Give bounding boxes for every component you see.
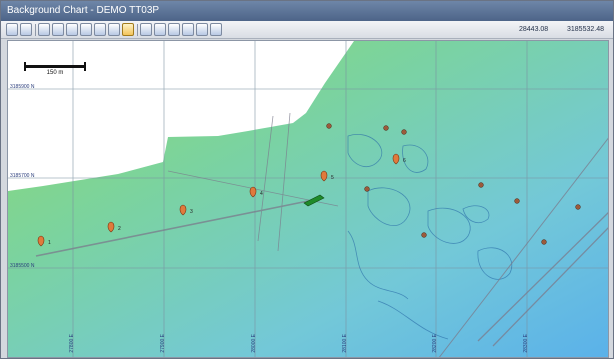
waypoint-pins: 1 2 3 4 5 <box>37 153 406 247</box>
depth-contours <box>347 134 513 340</box>
bathymetry-map[interactable]: 1 2 3 4 5 <box>8 41 609 358</box>
waypoint-pin[interactable]: 2 <box>107 221 121 233</box>
scale-bar-label: 150 m <box>46 70 64 76</box>
easting-label: 28200 E <box>432 334 438 353</box>
easting-label: 27900 E <box>160 334 166 353</box>
sounding-marker <box>478 182 484 188</box>
northing-label: 3185500 N <box>10 263 35 269</box>
easting-label: 28100 E <box>342 334 348 353</box>
waypoint-label: 1 <box>48 240 51 246</box>
help-button[interactable] <box>210 23 222 36</box>
sounding-markers <box>326 123 581 245</box>
waypoint-label: 5 <box>331 175 334 181</box>
toolbar-separator <box>137 24 138 36</box>
layer-button[interactable] <box>52 23 64 36</box>
waypoint-pin[interactable]: 1 <box>37 235 51 247</box>
print-button[interactable] <box>140 23 152 36</box>
sounding-marker <box>421 232 427 238</box>
route-button[interactable] <box>80 23 92 36</box>
waypoint-pin[interactable]: 6 <box>392 153 406 165</box>
grid-button[interactable] <box>154 23 166 36</box>
grid-lines <box>8 41 608 357</box>
toolbar: 28443.08 3185532.48 <box>1 21 613 39</box>
zoom-out-button[interactable] <box>108 23 120 36</box>
save-button[interactable] <box>20 23 32 36</box>
settings-button[interactable] <box>196 23 208 36</box>
scale-bar: 150 m <box>24 62 86 79</box>
waypoint-label: 3 <box>190 209 193 215</box>
toolbar-separator <box>35 24 36 36</box>
waypoint-pin[interactable]: 4 <box>249 186 263 198</box>
waypoint-pin[interactable]: 5 <box>320 170 334 182</box>
pan-button[interactable] <box>122 23 134 36</box>
easting-label: 28000 E <box>251 334 257 353</box>
scale-bar-line <box>24 62 86 71</box>
waypoint-pin[interactable]: 3 <box>179 204 193 216</box>
sounding-marker <box>514 198 520 204</box>
easting-readout: 28443.08 <box>519 26 549 33</box>
waypoint-label: 6 <box>403 158 406 164</box>
waypoint-label: 4 <box>260 191 263 197</box>
northing-label: 3185700 N <box>10 173 35 179</box>
zoom-in-button[interactable] <box>94 23 106 36</box>
sounding-marker <box>401 129 407 135</box>
sounding-marker <box>326 123 332 129</box>
chart-button[interactable] <box>38 23 50 36</box>
sounding-marker <box>541 239 547 245</box>
color-button[interactable] <box>182 23 194 36</box>
table-button[interactable] <box>168 23 180 36</box>
sounding-marker <box>575 204 581 210</box>
northing-readout: 3185532.48 <box>567 26 604 33</box>
sounding-marker <box>364 186 370 192</box>
vessel-icon[interactable] <box>303 194 325 207</box>
easting-label: 27800 E <box>69 334 75 353</box>
waypoint-label: 2 <box>118 226 121 232</box>
northing-label: 3185900 N <box>10 84 35 90</box>
window-title: Background Chart - DEMO TT03P <box>1 1 613 21</box>
water-surface <box>8 41 608 357</box>
open-file-button[interactable] <box>6 23 18 36</box>
easting-label: 28300 E <box>523 334 529 353</box>
sounding-marker <box>383 125 389 131</box>
measure-button[interactable] <box>66 23 78 36</box>
map-canvas[interactable]: 1 2 3 4 5 <box>7 40 609 358</box>
survey-lines <box>35 112 608 357</box>
